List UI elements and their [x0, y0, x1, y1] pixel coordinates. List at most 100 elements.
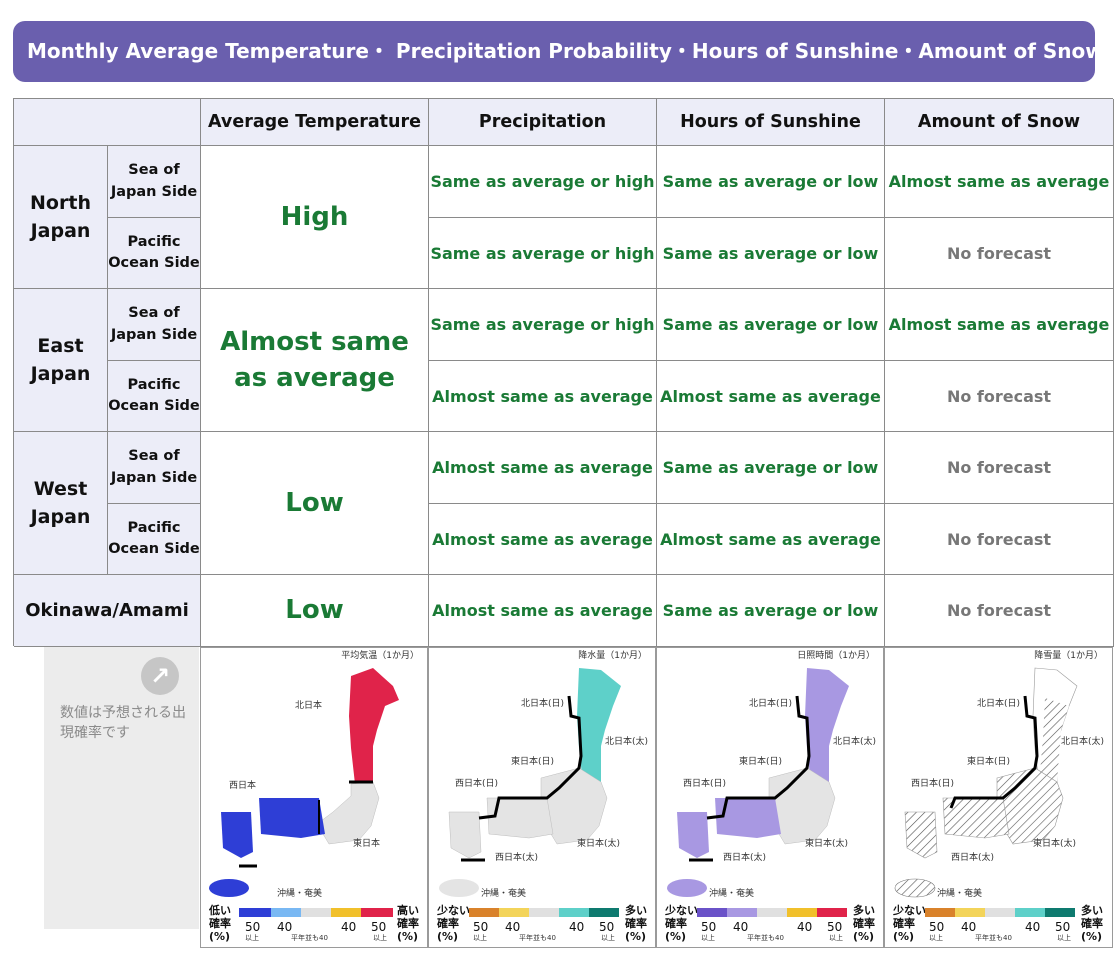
legend-swatch — [331, 908, 361, 917]
okinawa-land — [209, 879, 249, 897]
legend-swatch — [1045, 908, 1075, 917]
map-hours-of-sunshine: 日照時間（1か月） 北日本(日) 北日本(太) 東日本(日) 西日本(日) 東日… — [656, 647, 884, 948]
svg-text:以上: 以上 — [929, 933, 943, 942]
legend-swatch — [589, 908, 619, 917]
svg-text:西日本(太): 西日本(太) — [723, 851, 766, 863]
svg-text:50: 50 — [1055, 920, 1070, 934]
snow-value: No forecast — [885, 218, 1114, 289]
svg-text:(%): (%) — [853, 930, 874, 943]
svg-text:東日本(太): 東日本(太) — [805, 837, 848, 849]
svg-text:50: 50 — [599, 920, 614, 934]
svg-text:西日本(日): 西日本(日) — [683, 777, 726, 789]
temperature-north-japan: High — [201, 146, 429, 289]
japan-land — [349, 668, 399, 784]
precipitation-value: Same as average or high — [429, 218, 657, 289]
sunshine-value: Same as average or low — [657, 289, 885, 361]
japan-land — [904, 811, 938, 859]
japan-land — [448, 811, 482, 859]
svg-text:低い: 低い — [208, 903, 231, 917]
svg-text:以上: 以上 — [829, 933, 843, 942]
svg-text:確率: 確率 — [893, 916, 915, 930]
svg-text:東日本(日): 東日本(日) — [967, 755, 1010, 767]
map-title: 日照時間（1か月） — [797, 650, 875, 661]
header-average-temperature: Average Temperature — [201, 99, 429, 146]
okinawa-land — [894, 878, 936, 898]
svg-text:北日本: 北日本 — [295, 699, 322, 711]
svg-text:沖縄・奄美: 沖縄・奄美 — [709, 887, 754, 899]
snow-value: Almost same as average — [885, 289, 1114, 361]
map-amount-of-snow: 降雪量（1か月） 北日本(日) 北日本(太) 東日本(日) 西日本(日) 東日本… — [884, 647, 1113, 948]
snow-value: No forecast — [885, 504, 1114, 575]
map-svg: 降水量（1か月） 北日本(日) 北日本(太) 東日本(日) 西日本(日) 東日本… — [436, 649, 648, 943]
legend-swatch — [985, 908, 1015, 917]
map-precipitation: 降水量（1か月） 北日本(日) 北日本(太) 東日本(日) 西日本(日) 東日本… — [428, 647, 656, 948]
arrow-up-right-icon: ↗ — [141, 657, 179, 695]
svg-text:北日本(日): 北日本(日) — [977, 697, 1020, 709]
svg-text:北日本(太): 北日本(太) — [833, 735, 876, 747]
map-svg: 平均気温（1か月） 北日本 西日本 東日本 沖縄・奄美 低い 確率 (%) 50 — [208, 649, 419, 943]
svg-text:50: 50 — [473, 920, 488, 934]
map-title: 降水量（1か月） — [578, 649, 647, 661]
header-hours-of-sunshine: Hours of Sunshine — [657, 99, 885, 146]
legend-swatch — [697, 908, 727, 917]
map-svg: 降雪量（1か月） 北日本(日) 北日本(太) 東日本(日) 西日本(日) 東日本… — [892, 649, 1104, 943]
svg-text:東日本(日): 東日本(日) — [739, 755, 782, 767]
svg-text:少ない: 少ない — [436, 903, 470, 917]
svg-text:西日本: 西日本 — [229, 779, 256, 791]
legend-swatch — [955, 908, 985, 917]
svg-text:以上: 以上 — [601, 933, 615, 942]
svg-text:平年並も40: 平年並も40 — [519, 933, 556, 942]
side-label: Pacific Ocean Side — [108, 361, 201, 432]
okinawa-land — [667, 879, 707, 897]
temperature-okinawa-amami: Low — [201, 575, 429, 647]
legend-swatch — [817, 908, 847, 917]
forecast-table: Average Temperature Precipitation Hours … — [13, 98, 1114, 647]
svg-text:沖縄・奄美: 沖縄・奄美 — [937, 887, 982, 899]
svg-text:(%): (%) — [625, 930, 646, 943]
sunshine-value: Same as average or low — [657, 575, 885, 647]
svg-text:東日本(太): 東日本(太) — [1033, 837, 1076, 849]
svg-text:40: 40 — [1025, 920, 1040, 934]
svg-text:西日本(太): 西日本(太) — [951, 851, 994, 863]
sunshine-value: Almost same as average — [657, 361, 885, 432]
svg-text:40: 40 — [797, 920, 812, 934]
precipitation-value: Almost same as average — [429, 432, 657, 504]
svg-text:以上: 以上 — [1057, 933, 1071, 942]
legend-swatch — [925, 908, 955, 917]
svg-text:西日本(日): 西日本(日) — [455, 777, 498, 789]
svg-text:(%): (%) — [665, 930, 686, 943]
svg-text:40: 40 — [505, 920, 520, 934]
legend-swatch — [239, 908, 271, 917]
svg-text:以上: 以上 — [245, 933, 259, 942]
side-label: Sea of Japan Side — [108, 289, 201, 361]
forecast-maps: 平均気温（1か月） 北日本 西日本 東日本 沖縄・奄美 低い 確率 (%) 50 — [200, 647, 1113, 948]
precipitation-value: Almost same as average — [429, 361, 657, 432]
legend-swatch — [559, 908, 589, 917]
svg-text:(%): (%) — [1081, 930, 1102, 943]
snow-value: Almost same as average — [885, 146, 1114, 218]
svg-text:確率: 確率 — [437, 916, 459, 930]
svg-text:50: 50 — [245, 920, 260, 934]
region-east-japan: East Japan — [14, 289, 108, 432]
legend-swatch — [271, 908, 301, 917]
legend-swatch — [757, 908, 787, 917]
svg-text:50: 50 — [827, 920, 842, 934]
legend-swatch — [1015, 908, 1045, 917]
sunshine-value: Same as average or low — [657, 218, 885, 289]
svg-text:40: 40 — [733, 920, 748, 934]
japan-land — [677, 812, 709, 858]
legend-swatch — [499, 908, 529, 917]
snow-value: No forecast — [885, 432, 1114, 504]
boundary-line — [706, 695, 811, 820]
svg-text:平年並も40: 平年並も40 — [291, 933, 328, 942]
sunshine-value: Same as average or low — [657, 146, 885, 218]
svg-text:多い: 多い — [853, 903, 875, 917]
header-amount-of-snow: Amount of Snow — [885, 99, 1114, 146]
side-label: Sea of Japan Side — [108, 146, 201, 218]
japan-land — [259, 798, 325, 838]
side-label: Sea of Japan Side — [108, 432, 201, 504]
svg-text:50: 50 — [929, 920, 944, 934]
svg-text:40: 40 — [961, 920, 976, 934]
legend-swatch — [787, 908, 817, 917]
precipitation-value: Same as average or high — [429, 146, 657, 218]
